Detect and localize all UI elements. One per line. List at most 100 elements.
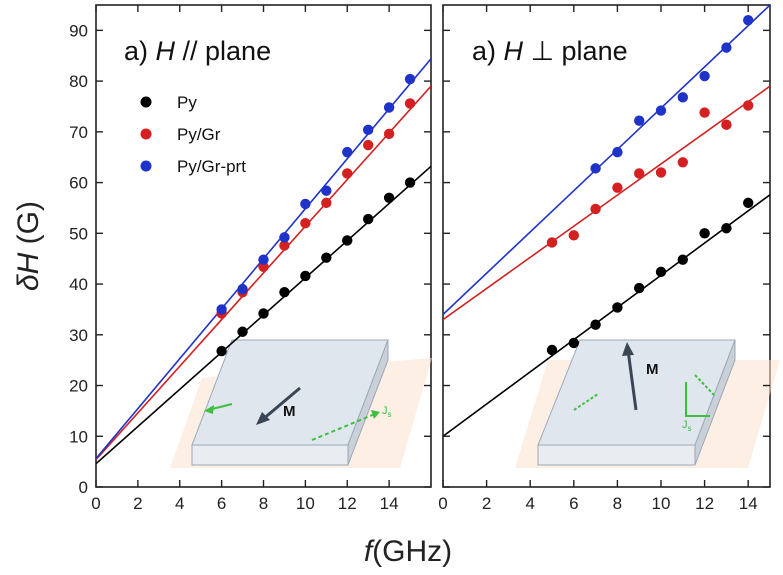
data-point-py [237, 326, 248, 337]
x-tick-label: 10 [652, 494, 671, 513]
legend-label-py: Py [177, 93, 197, 112]
data-point-py-gr [321, 197, 332, 209]
x-tick-label: 10 [296, 494, 315, 513]
left-data-points [216, 73, 416, 357]
x-tick-label: 2 [482, 494, 491, 513]
y-tick-label: 30 [69, 326, 88, 345]
data-point-py-gr-prt [216, 304, 227, 315]
fit-line-py-gr [96, 85, 431, 461]
data-point-py-gr-prt [321, 185, 332, 196]
y-tick-label: 20 [69, 377, 88, 396]
data-point-py-gr [634, 168, 645, 179]
data-point-py [677, 254, 688, 265]
data-point-py-gr [300, 217, 311, 229]
data-point-py [590, 319, 601, 330]
legend-label-py-gr-prt: Py/Gr-prt [177, 157, 246, 176]
data-point-py-gr-prt [612, 146, 623, 158]
data-point-py-gr-prt [721, 42, 732, 53]
data-point-py [216, 345, 227, 357]
y-tick-label: 50 [69, 224, 88, 243]
data-point-py [321, 252, 332, 263]
data-point-py [279, 286, 290, 298]
left-ticks: 0 2 4 6 8 10 12 14 0 10 20 30 40 50 60 70 80 90 [69, 5, 431, 513]
data-point-py-gr-prt [383, 102, 395, 113]
x-tick-label: 14 [380, 494, 399, 513]
right-inset-schematic: M Js [515, 339, 780, 468]
x-tick-label: 0 [438, 494, 447, 513]
legend-marker-py [140, 96, 152, 108]
data-point-py-gr [699, 107, 710, 118]
data-point-py-gr-prt [404, 73, 416, 85]
legend-marker-py-gr [140, 128, 152, 140]
left-inset-schematic: M Js [170, 339, 432, 468]
data-point-py [300, 270, 311, 282]
data-point-py-gr-prt [300, 198, 311, 210]
fit-line-py-gr [443, 85, 770, 321]
data-point-py-gr-prt [743, 15, 754, 26]
data-point-py [383, 192, 395, 203]
data-point-py [634, 282, 645, 294]
data-point-py-gr [404, 98, 416, 109]
x-tick-label: 12 [695, 494, 714, 513]
right-panel-title: a) H ⊥ plane [472, 36, 628, 66]
x-tick-label: 0 [91, 494, 100, 513]
data-point-py-gr [362, 139, 374, 151]
x-tick-label: 6 [217, 494, 226, 513]
data-point-py-gr-prt [699, 70, 710, 82]
right-panel-frame [442, 4, 771, 488]
data-point-py-gr-prt [237, 283, 248, 295]
data-point-py-gr [721, 119, 732, 130]
y-tick-label: 10 [69, 427, 88, 446]
legend-marker-py-gr-prt [140, 160, 152, 172]
data-point-py [612, 302, 623, 313]
data-point-py-gr-prt [590, 163, 601, 174]
y-tick-label: 90 [69, 21, 88, 40]
data-point-py [568, 337, 579, 349]
y-tick-label: 0 [79, 478, 88, 497]
data-point-py-gr-prt [677, 92, 688, 103]
data-point-py [404, 177, 416, 188]
right-inset-label-m: M [646, 361, 659, 378]
y-axis-title: δH (G) [12, 201, 45, 291]
legend-label-py-gr: Py/Gr [177, 125, 221, 144]
data-point-py-gr [612, 182, 623, 193]
data-point-py [342, 235, 353, 246]
data-point-py-gr-prt [279, 232, 290, 243]
data-point-py [546, 344, 558, 356]
right-fit-lines [443, 5, 770, 437]
y-tick-label: 70 [69, 123, 88, 142]
data-point-py [362, 213, 374, 225]
right-ticks: 0 2 4 6 8 10 12 14 [438, 5, 770, 513]
data-point-py-gr [279, 240, 290, 251]
right-inset-label-j: Js [682, 419, 692, 433]
data-point-py [258, 308, 269, 319]
data-point-py-gr [546, 237, 558, 248]
x-tick-label: 6 [569, 494, 578, 513]
x-tick-label: 12 [338, 494, 357, 513]
left-panel-title: a) H // plane [124, 36, 271, 66]
fit-line-py-gr-prt [443, 5, 770, 316]
data-point-py-gr [743, 100, 754, 111]
data-point-py-gr [342, 168, 353, 179]
data-point-py-gr-prt [655, 105, 667, 116]
data-point-py-gr [655, 167, 667, 178]
x-tick-label: 2 [133, 494, 142, 513]
data-point-py [721, 223, 732, 234]
x-tick-label: 4 [175, 494, 184, 513]
left-inset-label-m: M [283, 403, 296, 420]
x-tick-label: 4 [525, 494, 534, 513]
data-point-py [699, 228, 710, 239]
data-point-py-gr-prt [258, 254, 269, 265]
right-data-points [546, 15, 754, 356]
y-tick-label: 80 [69, 72, 88, 91]
y-tick-label: 60 [69, 174, 88, 193]
legend: Py Py/Gr Py/Gr-prt [140, 93, 246, 176]
x-tick-label: 8 [613, 494, 622, 513]
data-point-py-gr [590, 203, 601, 215]
data-point-py-gr-prt [342, 146, 353, 158]
data-point-py [743, 197, 754, 209]
y-tick-label: 40 [69, 275, 88, 294]
x-tick-label: 14 [739, 494, 758, 513]
x-tick-label: 8 [259, 494, 268, 513]
